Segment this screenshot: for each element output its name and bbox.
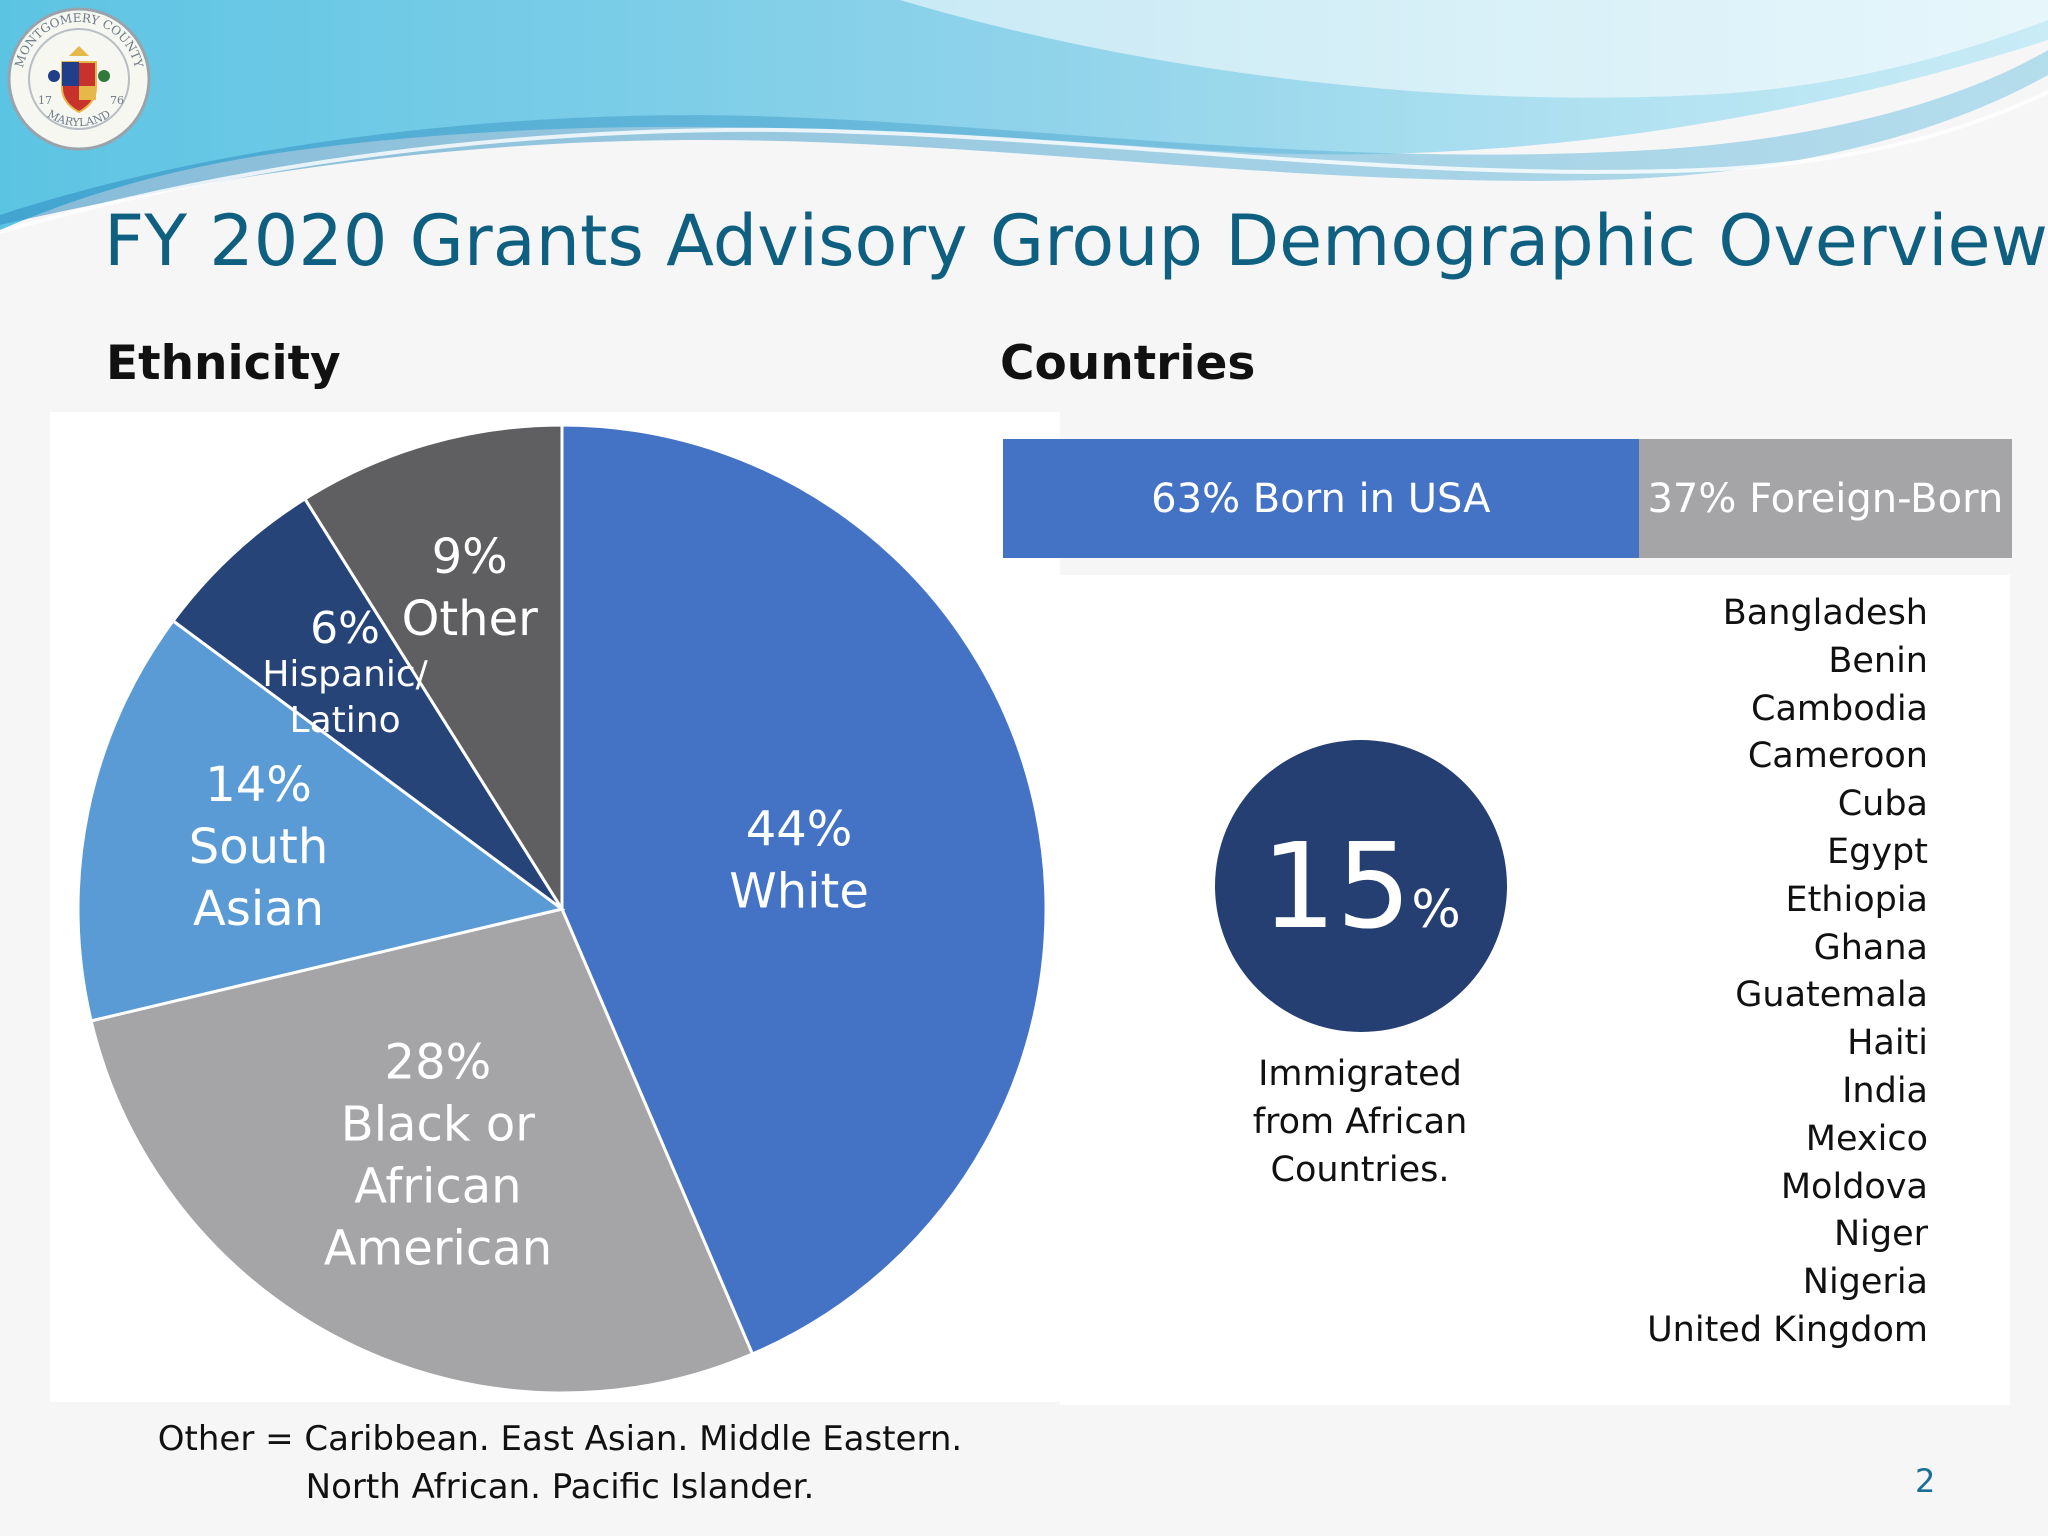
- immigrated-caption-line-1: Immigrated: [1258, 1054, 1462, 1094]
- pie-data-label-text: South: [189, 819, 329, 875]
- pie-slice-south-asian: [76, 618, 566, 1023]
- page-number: 2: [1915, 1462, 1936, 1500]
- pie-data-label-text: Hispanic/: [262, 654, 428, 695]
- country-item: India: [1842, 1070, 1928, 1111]
- pie-data-label-text: Other: [402, 591, 539, 647]
- country-item: Benin: [1828, 640, 1928, 681]
- immigrated-caption-line-3: Countries.: [1270, 1150, 1450, 1190]
- pie-data-label-text: American: [324, 1220, 552, 1276]
- pie-data-label-pct: 9%: [432, 529, 508, 585]
- pie-data-label-text: White: [729, 863, 869, 919]
- county-seal-icon: MONTGOMERY COUNTY MARYLAND 17 76: [7, 7, 151, 151]
- pie-data-label-pct: 14%: [205, 757, 312, 813]
- country-item: Egypt: [1827, 831, 1928, 872]
- country-item: Cameroon: [1747, 736, 1928, 777]
- pie-footnote: Other = Caribbean. East Asian. Middle Ea…: [120, 1415, 1000, 1511]
- immigrated-stat-circle: 15%: [1215, 740, 1507, 1032]
- country-item: Cuba: [1837, 784, 1928, 825]
- countries-panel: [1060, 575, 2010, 1405]
- immigrated-caption: Immigrated from African Countries.: [1200, 1050, 1520, 1194]
- country-item: United Kingdom: [1647, 1309, 1928, 1350]
- country-item: Moldova: [1780, 1166, 1928, 1207]
- header-wave-decoration: [0, 0, 2048, 234]
- born-stacked-bar: 63% Born in USA 37% Foreign-Born: [1003, 439, 2012, 558]
- country-item: Guatemala: [1735, 975, 1928, 1016]
- pie-data-label-text: Asian: [193, 881, 324, 937]
- immigrated-value: 15: [1261, 817, 1412, 955]
- pie-data-label-text: African: [354, 1158, 521, 1214]
- pie-data-label-text: Latino: [290, 700, 401, 741]
- seal-year-left: 17: [38, 94, 52, 107]
- pie-slice-white: [560, 423, 1048, 1356]
- bar-segment-foreign-born: 37% Foreign-Born: [1638, 439, 2012, 558]
- country-item: Haiti: [1847, 1023, 1928, 1064]
- slide-title: FY 2020 Grants Advisory Group Demographi…: [104, 200, 2048, 282]
- country-list: Bangladesh Benin Cambodia Cameroon Cuba Egypt…: [1647, 590, 1928, 1355]
- footnote-line-2: North African. Pacific Islander.: [305, 1467, 815, 1507]
- bar-segment-born-usa: 63% Born in USA: [1003, 439, 1639, 558]
- bar-label-foreign-born: 37% Foreign-Born: [1647, 475, 2004, 522]
- immigrated-unit: %: [1411, 880, 1461, 940]
- country-item: Niger: [1833, 1214, 1928, 1255]
- countries-heading: Countries: [1000, 336, 1256, 391]
- country-item: Ethiopia: [1785, 879, 1928, 920]
- country-item: Mexico: [1805, 1118, 1928, 1159]
- seal-year-right: 76: [110, 94, 124, 107]
- pie-slice-hispanic-latino: [171, 496, 564, 911]
- immigrated-caption-line-2: from African: [1252, 1102, 1468, 1142]
- bar-label-born-usa: 63% Born in USA: [1151, 475, 1491, 522]
- pie-slice-black-or-african-american: [89, 907, 755, 1395]
- ethnicity-heading: Ethnicity: [106, 336, 341, 391]
- pie-data-label-text: Black or: [341, 1096, 535, 1152]
- country-item: Cambodia: [1751, 688, 1928, 729]
- ethnicity-pie-chart: 44% White 28% Black or African American 14% Sou…: [76, 423, 1048, 1395]
- pie-data-label-pct: 6%: [310, 603, 380, 654]
- country-item: Ghana: [1813, 927, 1928, 968]
- pie-data-label-pct: 44%: [746, 801, 853, 857]
- pie-data-label-pct: 28%: [385, 1034, 492, 1090]
- country-item: Nigeria: [1802, 1262, 1928, 1303]
- pie-slice-other: [302, 423, 564, 915]
- footnote-line-1: Other = Caribbean. East Asian. Middle Ea…: [157, 1419, 963, 1459]
- country-item: Bangladesh: [1722, 593, 1928, 633]
